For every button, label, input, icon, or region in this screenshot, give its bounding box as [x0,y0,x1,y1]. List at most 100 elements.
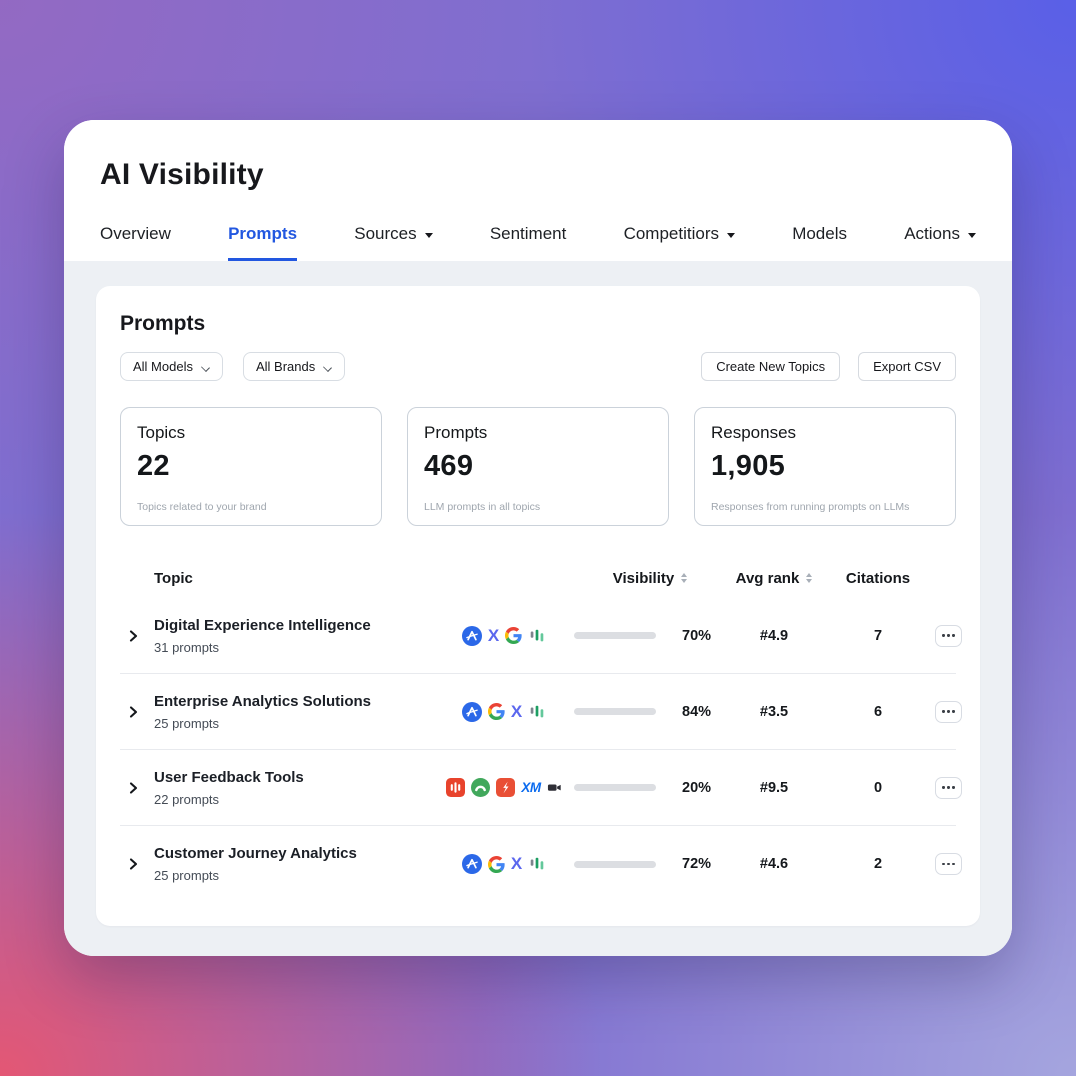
topic-cell: Digital Experience Intelligence 31 promp… [154,617,434,655]
topic-cell: User Feedback Tools 22 prompts [154,769,434,807]
row-menu-button[interactable] [935,853,962,875]
topic-name: Customer Journey Analytics [154,845,357,862]
visibility-percent: 70% [682,627,712,644]
chevron-down-icon [202,363,210,371]
visibility-percent: 20% [682,779,712,796]
toolbar: All Models All Brands Create New Topics … [120,352,956,381]
models-filter-dropdown[interactable]: All Models [120,352,223,381]
stat-value: 1,905 [711,450,786,482]
visibility-percent: 84% [682,703,712,720]
model-icons: X [434,701,574,722]
stat-description: Topics related to your brand [137,501,267,513]
stat-value: 22 [137,450,170,482]
tab-label: Sources [354,224,417,243]
tab-label: Competitiors [623,224,719,243]
stat-value: 469 [424,450,474,482]
bar-chart-icon [528,855,546,873]
expand-row-chevron-icon[interactable] [124,625,143,647]
citations-value: 0 [873,779,883,796]
google-g-icon [487,703,505,720]
citations-value: 2 [873,856,883,872]
tab-sources[interactable]: Sources [354,224,433,261]
column-header-visibility[interactable]: Visibility [612,569,688,587]
caret-down-icon [726,232,735,238]
app-card: AI Visibility Overview Prompts Sources S… [64,120,1012,956]
letter-x-icon: X [510,854,523,873]
citations-value: 7 [873,627,883,644]
filter-label: All Models [133,359,193,374]
bar-chart-icon [528,703,546,721]
stat-description: Responses from running prompts on LLMs [711,501,910,513]
create-new-topics-button[interactable]: Create New Topics [701,352,841,381]
citations-value: 6 [873,703,883,720]
expand-row-chevron-icon[interactable] [124,853,143,875]
caret-down-icon [424,232,433,238]
table-row: Digital Experience Intelligence 31 promp… [120,598,962,674]
tab-label: Sentiment [489,224,567,243]
tab-label: Prompts [228,224,298,243]
bar-chart-icon [528,627,546,645]
topic-cell: Enterprise Analytics Solutions 25 prompt… [154,693,434,731]
green-arc-circle-icon [471,778,491,797]
tab-prompts[interactable]: Prompts [228,224,298,261]
row-menu-button[interactable] [935,776,962,799]
tab-competitiors[interactable]: Competitiors [624,224,735,261]
tab-models[interactable]: Models [792,224,847,261]
avg-rank-value: #4.9 [759,627,789,644]
expand-row-chevron-icon[interactable] [124,701,143,723]
model-icons: XM [434,778,574,797]
prompts-panel: Prompts All Models All Brands Create New… [96,286,980,926]
topics-table: Topic Visibility Avg rank Citations [120,562,962,902]
letter-x-icon: X [510,701,523,721]
avg-rank-value: #9.5 [759,779,789,796]
topic-name: User Feedback Tools [154,768,304,786]
camcorder-icon [547,780,562,795]
tab-overview[interactable]: Overview [100,224,171,261]
model-icons: X [434,625,574,646]
filter-group: All Models All Brands [120,352,346,381]
column-label: Avg rank [735,569,800,587]
expand-row-chevron-icon[interactable] [124,777,143,799]
google-g-icon [505,627,522,644]
column-header-topic: Topic [154,569,193,587]
export-csv-button[interactable]: Export CSV [858,352,956,381]
column-header-avg-rank[interactable]: Avg rank [736,570,813,587]
topic-prompt-count: 22 prompts [154,791,220,807]
visibility-bar [574,860,670,868]
red-stripes-square-icon [446,778,466,797]
tab-sentiment[interactable]: Sentiment [490,224,567,261]
row-menu-button[interactable] [935,624,962,647]
column-label: Visibility [612,569,675,587]
tab-label: Overview [100,224,171,243]
column-header-citations: Citations [845,569,911,587]
red-bolt-square-icon [496,778,516,797]
stat-label: Responses [711,423,797,442]
brands-filter-dropdown[interactable]: All Brands [242,352,346,381]
stat-label: Prompts [424,423,488,442]
stat-description: LLM prompts in all topics [424,501,541,513]
stat-label: Topics [137,423,186,442]
filter-label: All Brands [255,359,316,374]
xm-letters-icon: XM [521,780,541,795]
table-row: Enterprise Analytics Solutions 25 prompt… [120,674,962,750]
visibility-bar [574,784,670,791]
tab-label: Models [792,224,847,243]
topic-name: Enterprise Analytics Solutions [154,692,371,710]
page-title: AI Visibility [100,158,264,191]
sort-icon [806,572,813,584]
circle-a-icon [461,701,482,722]
panel-heading: Prompts [120,312,206,335]
tab-bar: Overview Prompts Sources Sentiment Compe… [100,224,976,261]
topic-prompt-count: 25 prompts [154,868,220,883]
circle-a-icon [461,625,482,646]
row-menu-button[interactable] [935,700,962,723]
visibility-percent: 72% [682,856,712,872]
sort-icon [681,572,688,584]
tab-label: Actions [904,224,960,243]
stat-card-prompts: Prompts 469 LLM prompts in all topics [407,407,669,526]
table-header-row: Topic Visibility Avg rank Citations [120,562,956,594]
tab-actions[interactable]: Actions [904,224,976,261]
table-row: User Feedback Tools 22 prompts XM 20% #9… [120,750,962,826]
avg-rank-value: #3.5 [759,703,789,720]
letter-x-icon: X [487,625,500,645]
